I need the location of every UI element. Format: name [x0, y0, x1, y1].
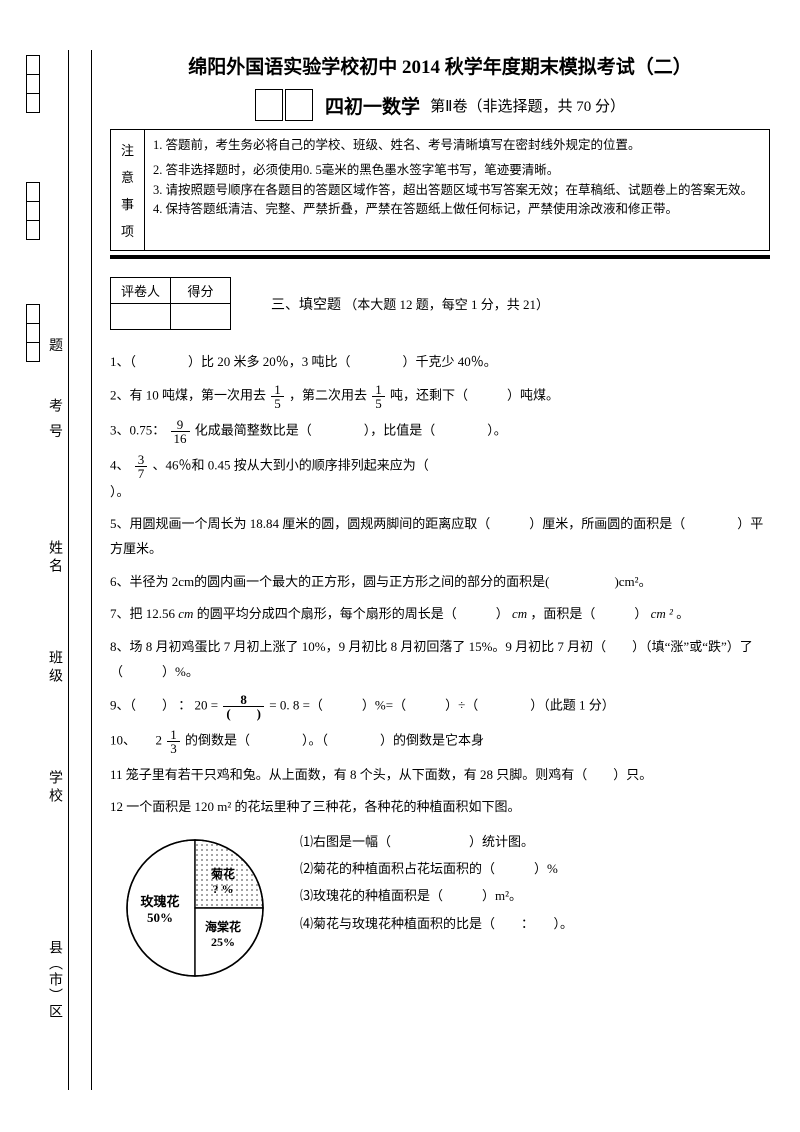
q12-item-1: ⑴右图是一幅（ ）统计图。 [300, 828, 770, 855]
subtitle-row: 四初一数学 第Ⅱ卷（非选择题，共 70 分） [110, 89, 770, 121]
fraction: 37 [135, 453, 148, 480]
margin-label-id: 考 号 [48, 390, 64, 450]
paper-part: 第Ⅱ卷（非选择题，共 70 分） [430, 95, 625, 116]
fraction: 13 [167, 728, 180, 755]
question-11: 11 笼子里有若干只鸡和兔。从上面数，有 8 个头，从下面数，有 28 只脚。则… [110, 763, 770, 788]
question-10: 10、 2 13 的倒数是（ ）。（ ）的倒数是它本身 [110, 728, 770, 755]
notice-item: 1. 答题前，考生务必将自己的学校、班级、姓名、考号清晰填写在密封线外规定的位置… [153, 136, 761, 155]
notice-item: 2. 答非选择题时，必须使用0. 5毫米的黑色墨水签字笔书写，笔迹要清晰。 [153, 161, 761, 180]
pie-svg: 玫瑰花 50% 菊花 ? % 海棠花 25% [115, 828, 275, 988]
notice-body: 1. 答题前，考生务必将自己的学校、班级、姓名、考号清晰填写在密封线外规定的位置… [145, 130, 769, 250]
binding-margin: 题 考 号 姓名 班级 学校 县（市）区 [0, 0, 100, 1100]
question-12-items: ⑴右图是一幅（ ）统计图。 ⑵菊花的种植面积占花坛面积的（ ）% ⑶玫瑰花的种植… [280, 828, 770, 937]
margin-label-school: 学校 [48, 770, 64, 806]
fraction: 15 [372, 383, 385, 410]
question-1: 1、（ ）比 20 米多 20％，3 吨比（ ）千克少 40％。 [110, 350, 770, 375]
q12-item-3: ⑶玫瑰花的种植面积是（ ）m²。 [300, 882, 770, 909]
pie-pct-rose: 50% [147, 910, 173, 925]
pie-chart: 玫瑰花 50% 菊花 ? % 海棠花 25% [110, 828, 280, 988]
pie-label-hai: 海棠花 [205, 919, 241, 934]
score-col-score: 得分 [171, 278, 231, 304]
score-col-reviewer: 评卷人 [111, 278, 171, 304]
fraction: 8( ) [223, 693, 264, 720]
q12-item-2: ⑵菊花的种植面积占花坛面积的（ ）% [300, 855, 770, 882]
page-content: 绵阳外国语实验学校初中 2014 秋学年度期末模拟考试（二） 四初一数学 第Ⅱ卷… [110, 52, 770, 988]
question-12: 12 一个面积是 120 m² 的花坛里种了三种花，各种花的种植面积如下图。 [110, 795, 770, 820]
margin-label-name: 姓名 [48, 540, 64, 576]
seal-lines [68, 50, 92, 1090]
notice-item: 3. 请按照题号顺序在各题目的答题区域作答，超出答题区域书写答案无效；在草稿纸、… [153, 181, 761, 200]
subject: 四初一数学 [325, 92, 420, 119]
section-heading: 三、填空题 （本大题 12 题，每空 1 分，共 21） [271, 294, 549, 314]
margin-label-class: 班级 [48, 650, 64, 686]
fraction: 916 [171, 418, 190, 445]
main-title: 绵阳外国语实验学校初中 2014 秋学年度期末模拟考试（二） [110, 52, 770, 79]
section-hint: （本大题 12 题，每空 1 分，共 21） [344, 297, 549, 312]
code-box [285, 89, 313, 121]
code-box [255, 89, 283, 121]
binding-boxes [26, 0, 40, 369]
notice-box: 注 意 事 项 1. 答题前，考生务必将自己的学校、班级、姓名、考号清晰填写在密… [110, 129, 770, 251]
margin-label-ti: 题 [48, 335, 64, 355]
fraction: 15 [271, 383, 284, 410]
question-9: 9、（ ） ： 20 = 8( ) = 0. 8 =（ ）%=（ ）÷（ ）（此… [110, 693, 770, 720]
question-12-body: 玫瑰花 50% 菊花 ? % 海棠花 25% ⑴右图是一幅（ ）统计图。 ⑵菊花… [110, 828, 770, 988]
separator [110, 255, 770, 259]
question-2: 2、有 10 吨煤，第一次用去 15 ，第二次用去 15 吨，还剩下（ ）吨煤。 [110, 383, 770, 410]
q12-item-4: ⑷菊花与玫瑰花种植面积的比是（ ： ）。 [300, 910, 770, 937]
question-8: 8、场 8 月初鸡蛋比 7 月初上涨了 10%，9 月初比 8 月初回落了 15… [110, 635, 770, 684]
question-7: 7、把 12.56 cm 的圆平均分成四个扇形，每个扇形的周长是（ ） cm ，… [110, 602, 770, 627]
question-3: 3、0.75： 916 化成最简整数比是（ ），比值是（ ）。 [110, 418, 770, 445]
margin-label-county: 县（市）区 [48, 940, 64, 1020]
pie-pct-ju: ? % [213, 882, 234, 896]
pie-label-ju: 菊花 [210, 866, 235, 881]
question-6: 6、半径为 2cm的圆内画一个最大的正方形，圆与正方形之间的部分的面积是( )c… [110, 570, 770, 595]
question-5: 5、用圆规画一个周长为 18.84 厘米的圆，圆规两脚间的距离应取（ ）厘米，所… [110, 512, 770, 561]
pie-label-rose: 玫瑰花 [140, 894, 179, 909]
score-table: 评卷人得分 [110, 277, 231, 330]
pie-pct-hai: 25% [211, 935, 235, 949]
score-row: 评卷人得分 三、填空题 （本大题 12 题，每空 1 分，共 21） [110, 277, 770, 330]
question-4: 4、 37 、46％和 0.45 按从大到小的顺序排列起来应为（ ）。 [110, 453, 770, 505]
section-title: 三、填空题 [271, 298, 341, 313]
notice-label: 注 意 事 项 [111, 130, 145, 250]
notice-item: 4. 保持答题纸清洁、完整、严禁折叠，严禁在答题纸上做任何标记，严禁使用涂改液和… [153, 200, 761, 219]
